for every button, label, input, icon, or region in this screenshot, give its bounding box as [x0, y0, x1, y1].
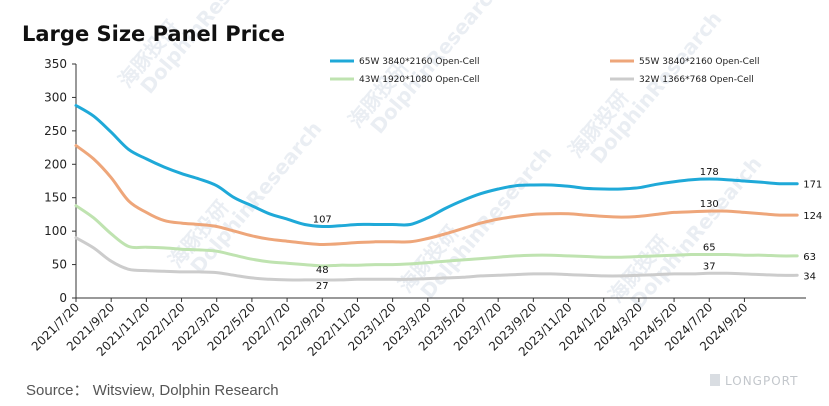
chart-title: Large Size Panel Price — [22, 22, 285, 46]
y-tick-label: 100 — [44, 224, 67, 238]
y-tick-label: 250 — [44, 124, 67, 138]
data-label: 130 — [700, 199, 719, 210]
data-label: 37 — [703, 261, 716, 272]
series-line-1 — [74, 144, 799, 247]
series-line-3 — [74, 236, 799, 282]
data-label: 34 — [803, 271, 816, 282]
y-tick-label: 200 — [44, 157, 67, 171]
data-labels: 107 178 171 130 124 48 65 63 27 37 34 — [313, 167, 823, 292]
y-tick-label: 0 — [59, 291, 67, 305]
data-label: 107 — [313, 214, 332, 225]
y-tick-label: 50 — [52, 258, 67, 272]
legend-label-2: 43W 1920*1080 Open-Cell — [359, 75, 480, 85]
axes: 0501001502002503003502021/7/202021/9/202… — [29, 57, 806, 359]
data-label: 27 — [316, 281, 329, 292]
y-tick-label: 350 — [44, 57, 67, 71]
data-label: 48 — [316, 265, 329, 276]
series-lines — [74, 104, 799, 282]
series-line-2 — [74, 204, 799, 268]
data-label: 124 — [803, 211, 822, 222]
source-note: Source： Witsview, Dolphin Research — [26, 382, 279, 399]
brand-watermark: LONGPORT — [710, 374, 798, 388]
brand-text: LONGPORT — [725, 374, 798, 388]
brand-logo-icon — [710, 374, 720, 386]
data-label: 65 — [703, 243, 716, 254]
data-label: 178 — [700, 167, 719, 178]
legend-label-3: 32W 1366*768 Open-Cell — [639, 75, 754, 85]
watermark-text: DolphinResearch — [585, 7, 726, 169]
data-label: 63 — [803, 252, 816, 263]
legend-label-0: 65W 3840*2160 Open-Cell — [359, 57, 480, 67]
legend: 65W 3840*2160 Open-Cell 55W 3840*2160 Ope… — [330, 57, 760, 85]
watermark-text: DolphinResearch — [185, 117, 326, 279]
series-line-0 — [74, 104, 799, 229]
watermark-text: DolphinResearch — [625, 152, 766, 314]
data-label: 171 — [803, 180, 822, 191]
legend-label-1: 55W 3840*2160 Open-Cell — [639, 57, 760, 67]
y-tick-label: 300 — [44, 90, 67, 104]
y-tick-label: 150 — [44, 191, 67, 205]
